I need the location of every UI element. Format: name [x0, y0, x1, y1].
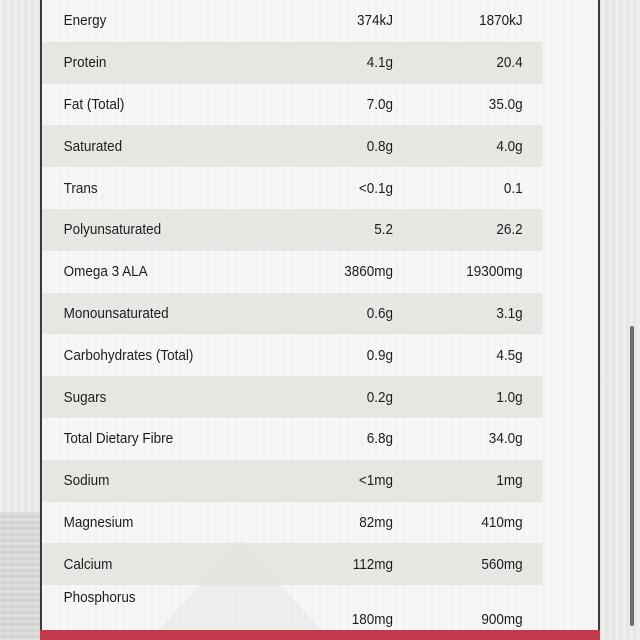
table-row: Total Dietary Fibre 6.8g 34.0g — [42, 418, 542, 460]
accent-bar — [40, 630, 600, 640]
per-100-value: 4.0g — [496, 137, 523, 155]
per-serve-value: 0.6g — [366, 304, 393, 322]
nutrient-name: Sodium — [63, 472, 110, 490]
nutrient-name: Monounsaturated — [63, 304, 169, 322]
nutrient-name: Fat (Total) — [63, 95, 125, 113]
per-serve-value: 0.9g — [366, 346, 393, 364]
per-100-value: 3.1g — [496, 304, 523, 322]
per-serve-value: 5.2 — [374, 221, 393, 239]
table-row: Phosphorus 180mg 900mg — [42, 585, 542, 629]
nutrient-name: Phosphorus — [63, 589, 136, 607]
scrollbar-thumb[interactable] — [630, 326, 634, 626]
per-serve-value: 112mg — [352, 555, 393, 573]
nutrient-name: Calcium — [63, 555, 113, 573]
nutrition-table: Energy 374kJ 1870kJ Protein 4.1g 20.4 Fa… — [42, 0, 598, 629]
table-row: Polyunsaturated 5.2 26.2 — [42, 208, 543, 251]
table-row: Carbohydrates (Total) 0.9g 4.5g — [42, 334, 542, 376]
per-100-value: 0.1 — [503, 179, 523, 197]
per-serve-value: <1mg — [358, 472, 393, 490]
per-100-value: 19300mg — [466, 263, 523, 281]
nutrient-name: Carbohydrates (Total) — [63, 346, 194, 364]
table-row: Monounsaturated 0.6g 3.1g — [42, 292, 543, 335]
per-serve-value: 7.0g — [366, 95, 393, 113]
per-serve-value: 6.8g — [366, 430, 393, 448]
per-serve-value: 3860mg — [344, 263, 393, 281]
per-100-value: 900mg — [481, 611, 523, 629]
table-row: Sugars 0.2g 1.0g — [42, 376, 543, 418]
per-100-value: 410mg — [481, 513, 523, 531]
table-row: Energy 374kJ 1870kJ — [42, 0, 542, 42]
nutrient-name: Polyunsaturated — [63, 221, 162, 239]
per-100-value: 20.4 — [496, 54, 523, 72]
per-serve-value: <0.1g — [358, 179, 393, 197]
nutrient-name: Energy — [63, 12, 107, 30]
table-row: Omega 3 ALA 3860mg 19300mg — [42, 251, 542, 293]
per-100-value: 560mg — [481, 555, 523, 573]
per-serve-value: 180mg — [351, 611, 393, 629]
per-serve-value: 4.1g — [366, 54, 393, 72]
per-100-value: 4.5g — [496, 346, 523, 364]
per-100-value: 1870kJ — [479, 12, 523, 30]
per-100-value: 34.0g — [488, 430, 523, 448]
nutrient-name: Saturated — [63, 137, 123, 155]
per-100-value: 1.0g — [496, 388, 523, 406]
nutrient-name: Trans — [63, 179, 98, 197]
per-100-value: 35.0g — [488, 95, 523, 113]
table-row: Sodium <1mg 1mg — [42, 459, 543, 502]
nutrient-name: Protein — [63, 54, 107, 72]
table-row: Magnesium 82mg 410mg — [42, 502, 542, 544]
table-row: Protein 4.1g 20.4 — [42, 41, 543, 84]
per-serve-value: 0.8g — [366, 137, 393, 155]
per-serve-value: 374kJ — [356, 12, 393, 30]
nutrient-name: Omega 3 ALA — [63, 263, 148, 281]
per-serve-value: 0.2g — [366, 388, 393, 406]
per-100-value: 1mg — [496, 472, 523, 490]
nutrition-panel: Energy 374kJ 1870kJ Protein 4.1g 20.4 Fa… — [40, 0, 600, 632]
nutrient-name: Total Dietary Fibre — [63, 430, 174, 448]
table-row: Saturated 0.8g 4.0g — [42, 125, 543, 168]
table-row: Fat (Total) 7.0g 35.0g — [42, 84, 542, 126]
nutrient-name: Magnesium — [63, 513, 134, 531]
nutrient-name: Sugars — [63, 388, 107, 406]
table-row: Calcium 112mg 560mg — [42, 543, 543, 586]
background-graphic — [0, 512, 42, 640]
table-row: Trans <0.1g 0.1 — [42, 167, 542, 209]
per-100-value: 26.2 — [496, 221, 523, 239]
per-serve-value: 82mg — [359, 513, 393, 531]
